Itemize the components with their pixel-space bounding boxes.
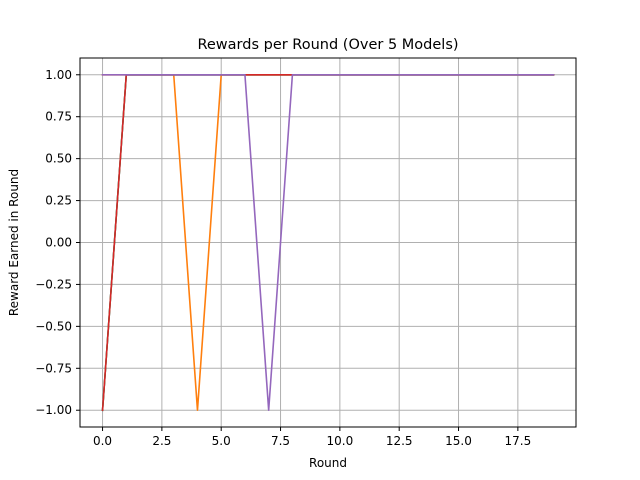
- y-tick-label: 0.25: [45, 194, 72, 208]
- y-tick-label: −0.75: [35, 361, 72, 375]
- y-tick-label: 0.75: [45, 110, 72, 124]
- x-tick-label: 7.5: [271, 434, 290, 448]
- x-axis-label: Round: [309, 456, 347, 470]
- y-tick-label: 0.50: [45, 152, 72, 166]
- y-tick-label: 0.00: [45, 236, 72, 250]
- chart-title: Rewards per Round (Over 5 Models): [197, 37, 458, 53]
- y-tick-label: 1.00: [45, 68, 72, 82]
- y-axis-label: Reward Earned in Round: [7, 169, 21, 316]
- x-tick-label: 12.5: [386, 434, 413, 448]
- x-tick-label: 2.5: [152, 434, 171, 448]
- x-tick-label: 0.0: [93, 434, 112, 448]
- y-axis-ticks: −1.00 −0.75 −0.50 −0.25 0.00 0.25 0.50 0.75 1.00: [35, 68, 80, 417]
- x-axis-ticks: 0.0 2.5 5.0 7.5 10.0 12.5 15.0 17.5: [93, 427, 531, 448]
- y-tick-label: −1.00: [35, 403, 72, 417]
- series-line-5: [101, 73, 555, 412]
- x-tick-label: 17.5: [504, 434, 531, 448]
- series-lines: [101, 73, 555, 412]
- x-tick-label: 15.0: [445, 434, 472, 448]
- y-tick-label: −0.25: [35, 277, 72, 291]
- x-tick-label: 5.0: [212, 434, 231, 448]
- y-tick-label: −0.50: [35, 319, 72, 333]
- x-tick-label: 10.0: [327, 434, 354, 448]
